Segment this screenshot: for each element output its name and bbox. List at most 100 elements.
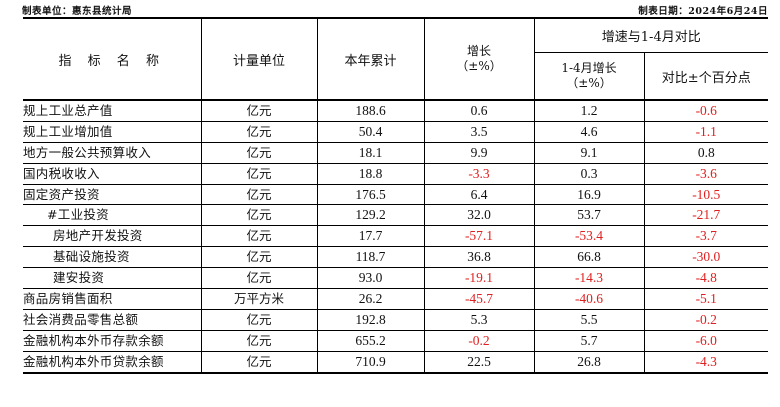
- diff-points-cell: -3.6: [643, 163, 768, 185]
- growth-jan-apr-cell: 26.8: [533, 351, 644, 374]
- compiler-unit: 制表单位：惠东县统计局: [22, 6, 133, 17]
- indicator-name-cell: 商品房销售面积: [23, 288, 201, 310]
- diff-points-cell: 0.8: [643, 142, 768, 164]
- cumulative-cell: 17.7: [316, 225, 424, 248]
- unit-cell: 万平方米: [200, 288, 317, 310]
- cumulative-cell: 188.6: [316, 100, 424, 122]
- cumulative-cell: 655.2: [316, 330, 424, 352]
- table-row: 规上工业增加值 亿元 50.4 3.5 4.6 -1.1: [23, 121, 768, 143]
- indicator-name-cell: 金融机构本外币贷款余额: [23, 351, 201, 374]
- cumulative-cell: 118.7: [316, 246, 424, 269]
- unit-cell: 亿元: [200, 225, 317, 248]
- cumulative-cell: 50.4: [316, 121, 424, 143]
- table-body: 规上工业总产值 亿元 188.6 0.6 1.2 -0.6 规上工业增加值 亿元 50.4 3.5…: [23, 100, 768, 374]
- growth-cell: -45.7: [423, 288, 534, 310]
- growth-cell: -57.1: [423, 225, 534, 248]
- header-cumulative: 本年累计: [316, 17, 424, 101]
- indicator-name-cell: 国内税收收入: [23, 163, 201, 185]
- cumulative-cell: 192.8: [316, 309, 424, 331]
- header-growth-sub-label: （±%）: [456, 59, 502, 73]
- growth-cell: -0.2: [423, 330, 534, 352]
- unit-cell: 亿元: [200, 351, 317, 374]
- table-row: 建安投资 亿元 93.0 -19.1 -14.3 -4.8: [23, 267, 768, 290]
- header-compare-group-label: 增速与1-4月对比: [601, 30, 701, 45]
- header-indicator: 指 标 名 称: [23, 17, 201, 101]
- growth-cell: 9.9: [423, 142, 534, 164]
- growth-jan-apr-cell: 53.7: [533, 204, 644, 227]
- unit-cell: 亿元: [200, 330, 317, 352]
- growth-cell: 5.3: [423, 309, 534, 331]
- growth-jan-apr-cell: 1.2: [533, 100, 644, 122]
- diff-points-cell: -6.0: [643, 330, 768, 352]
- cumulative-cell: 18.8: [316, 163, 424, 185]
- unit-cell: 亿元: [200, 309, 317, 331]
- growth-jan-apr-cell: 66.8: [533, 246, 644, 269]
- statistics-table: 指 标 名 称 计量单位 本年累计 增长 （±%） 增速与1-4月对比 1-4月…: [23, 17, 768, 374]
- header-diff-points-label: 对比±个百分点: [661, 70, 751, 86]
- diff-points-cell: -10.5: [643, 184, 768, 206]
- growth-jan-apr-cell: 5.5: [533, 309, 644, 331]
- unit-cell: 亿元: [200, 184, 317, 206]
- growth-cell: 32.0: [423, 204, 534, 227]
- table-row: 金融机构本外币存款余额 亿元 655.2 -0.2 5.7 -6.0: [23, 330, 768, 352]
- growth-jan-apr-cell: -40.6: [533, 288, 644, 310]
- cumulative-cell: 710.9: [316, 351, 424, 374]
- diff-points-cell: -0.6: [643, 100, 768, 122]
- indicator-name-cell: 金融机构本外币存款余额: [23, 330, 201, 352]
- header-unit-label: 计量单位: [232, 53, 285, 69]
- header-compare-group: 增速与1-4月对比: [533, 17, 768, 53]
- diff-points-cell: -4.3: [643, 351, 768, 374]
- growth-cell: -19.1: [423, 267, 534, 290]
- header-growth: 增长 （±%）: [423, 17, 534, 101]
- indicator-name-cell: 建安投资: [23, 267, 201, 290]
- table-row: 固定资产投资 亿元 176.5 6.4 16.9 -10.5: [23, 184, 768, 206]
- table-row: 国内税收收入 亿元 18.8 -3.3 0.3 -3.6: [23, 163, 768, 185]
- header-cumulative-label: 本年累计: [344, 53, 397, 69]
- table-row: 房地产开发投资 亿元 17.7 -57.1 -53.4 -3.7: [23, 225, 768, 248]
- diff-points-cell: -0.2: [643, 309, 768, 331]
- header-growth-label: 增长: [466, 44, 491, 58]
- growth-cell: 36.8: [423, 246, 534, 269]
- compile-date: 制表日期：2024年6月24日: [638, 6, 768, 17]
- growth-cell: 3.5: [423, 121, 534, 143]
- table-row: #工业投资 亿元 129.2 32.0 53.7 -21.7: [23, 204, 768, 227]
- cumulative-cell: 18.1: [316, 142, 424, 164]
- indicator-name-cell: 固定资产投资: [23, 184, 201, 206]
- table-row: 基础设施投资 亿元 118.7 36.8 66.8 -30.0: [23, 246, 768, 269]
- header-diff-points: 对比±个百分点: [643, 52, 768, 101]
- indicator-name-cell: 房地产开发投资: [23, 225, 201, 248]
- table-row: 商品房销售面积 万平方米 26.2 -45.7 -40.6 -5.1: [23, 288, 768, 310]
- indicator-name-cell: 基础设施投资: [23, 246, 201, 269]
- unit-cell: 亿元: [200, 163, 317, 185]
- unit-cell: 亿元: [200, 246, 317, 269]
- cumulative-cell: 93.0: [316, 267, 424, 290]
- header-growth-jan-apr-sub-label: （±%）: [566, 76, 612, 90]
- table-row: 地方一般公共预算收入 亿元 18.1 9.9 9.1 0.8: [23, 142, 768, 164]
- diff-points-cell: -5.1: [643, 288, 768, 310]
- diff-points-cell: -1.1: [643, 121, 768, 143]
- cumulative-cell: 129.2: [316, 204, 424, 227]
- header-growth-jan-apr: 1-4月增长 （±%）: [533, 52, 644, 101]
- growth-cell: 22.5: [423, 351, 534, 374]
- growth-cell: -3.3: [423, 163, 534, 185]
- diff-points-cell: -30.0: [643, 246, 768, 269]
- diff-points-cell: -3.7: [643, 225, 768, 248]
- header-indicator-label: 指 标 名 称: [58, 53, 165, 69]
- indicator-name-cell: #工业投资: [23, 204, 201, 227]
- growth-jan-apr-cell: 4.6: [533, 121, 644, 143]
- indicator-name-cell: 地方一般公共预算收入: [23, 142, 201, 164]
- cumulative-cell: 176.5: [316, 184, 424, 206]
- table-row: 规上工业总产值 亿元 188.6 0.6 1.2 -0.6: [23, 100, 768, 122]
- indicator-name-cell: 规上工业总产值: [23, 100, 201, 122]
- diff-points-cell: -21.7: [643, 204, 768, 227]
- growth-cell: 0.6: [423, 100, 534, 122]
- growth-jan-apr-cell: -53.4: [533, 225, 644, 248]
- growth-jan-apr-cell: 9.1: [533, 142, 644, 164]
- header-unit: 计量单位: [200, 17, 317, 101]
- header-growth-jan-apr-label: 1-4月增长: [561, 61, 617, 75]
- unit-cell: 亿元: [200, 204, 317, 227]
- growth-jan-apr-cell: -14.3: [533, 267, 644, 290]
- growth-jan-apr-cell: 16.9: [533, 184, 644, 206]
- table-row: 社会消费品零售总额 亿元 192.8 5.3 5.5 -0.2: [23, 309, 768, 331]
- table-row: 金融机构本外币贷款余额 亿元 710.9 22.5 26.8 -4.3: [23, 351, 768, 374]
